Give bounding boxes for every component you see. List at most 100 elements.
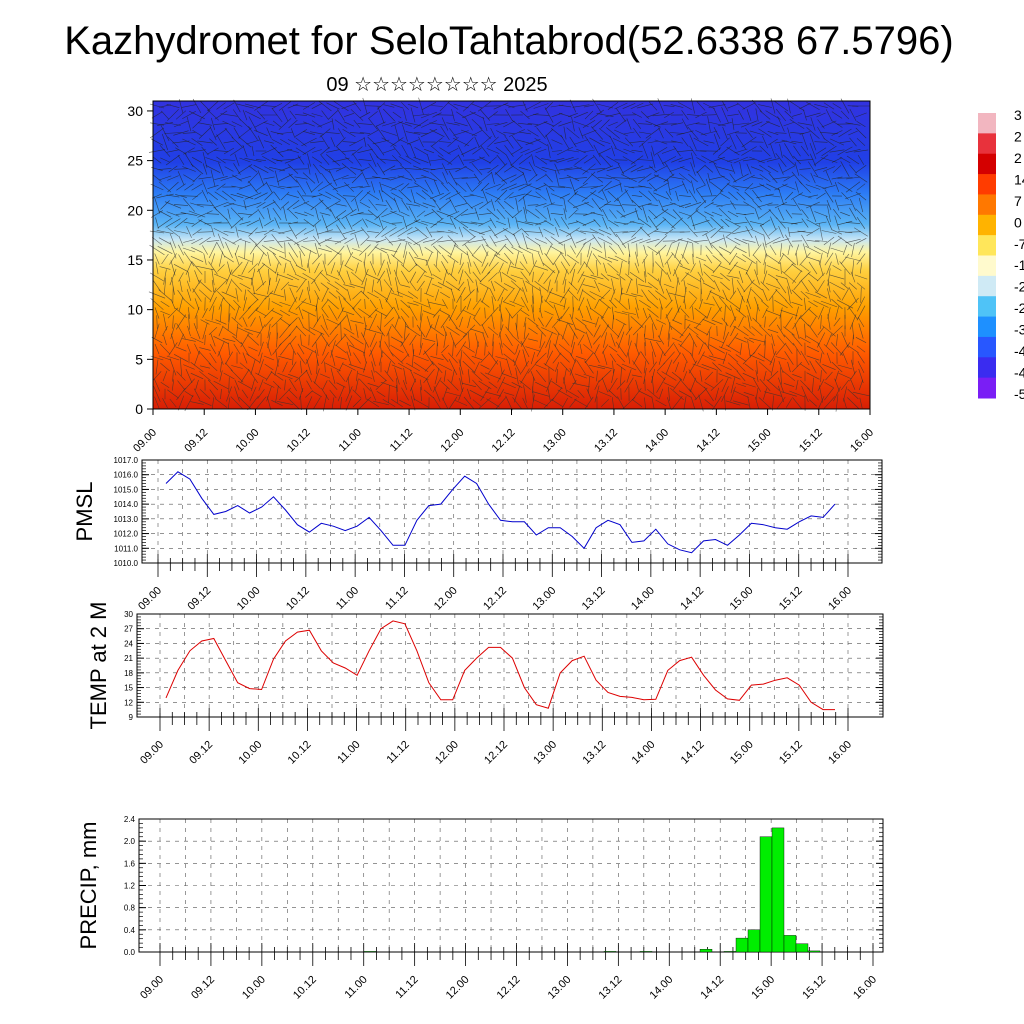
wind-barb [319,164,331,174]
wind-barb [785,344,793,354]
wind-barb [792,314,802,330]
wind-barb [607,219,619,227]
wind-barb [463,396,475,410]
wind-barb [743,326,755,336]
wind-barb [471,182,483,192]
chart-title: Kazhydromet for SeloTahtabrod(52.6338 67… [64,19,953,63]
wind-barb [703,271,715,283]
wind-barb [517,122,533,126]
wind-barb [601,377,609,393]
wind-barb [779,144,783,158]
wind-barb [504,200,514,210]
wind-barb [695,123,707,125]
wind-barb [775,342,787,356]
wind-barb [461,177,477,179]
wind-barb [355,378,359,392]
wind-barb [321,173,329,183]
wind-barb [440,380,450,390]
wind-barb [681,180,689,194]
wind-barb [783,334,795,346]
wind-barb [823,344,835,354]
wind-barb [335,333,347,347]
wind-barb [364,328,382,334]
wind-barb [859,379,863,391]
wind-barb [550,193,564,199]
wind-barb [288,173,298,183]
wind-barb [577,278,585,294]
wind-barb [467,331,471,349]
wind-barb [508,314,510,330]
wind-barb [649,361,657,373]
wind-barb [374,309,388,317]
wind-barb [356,370,358,382]
wind-barb [856,183,866,191]
wind-barb [855,112,867,118]
wind-barb [346,244,352,256]
wind-barb [454,121,468,127]
wind-barb [691,180,695,194]
wind-barb [738,316,744,328]
wind-barb [473,261,481,275]
wind-barb [724,395,726,411]
wind-barb [752,317,762,327]
wind-barb [762,135,768,149]
wind-barb [851,243,855,257]
wind-barb [373,290,389,300]
wind-barb [186,280,192,292]
wind-barb [619,287,623,303]
wind-barb [771,343,775,355]
wind-barb [560,261,570,275]
wind-barb [658,250,664,268]
wind-barb [369,333,377,347]
wind-barb [495,220,507,226]
wind-barb [289,378,297,392]
wind-barb [832,237,842,245]
wind-barb [242,317,248,327]
wind-barb [386,268,392,286]
wind-barb [224,166,234,172]
wind-barb [594,279,600,293]
wind-barb [671,252,683,266]
wind-barb [628,253,630,265]
wind-barb [775,132,787,134]
wind-barb [314,262,320,274]
wind-barb [578,288,584,302]
wind-barb [343,310,355,316]
wind-barb [210,333,216,347]
wind-barb [743,213,755,215]
wind-barb [563,298,567,310]
wind-barb [207,100,219,112]
wind-barb [288,389,298,399]
wind-barb [551,204,563,206]
wind-barb [801,134,809,150]
x-tick-label: 12.12 [482,739,510,767]
wind-barb [351,271,363,283]
x-tick-label: 10.12 [285,427,313,455]
wind-barb [552,352,562,364]
wind-barb [621,311,637,315]
x-tick-label: 13.00 [546,974,574,1002]
x-tick-label: 14.00 [647,974,675,1002]
wind-barb [289,361,297,373]
wind-barb [568,113,578,117]
wind-barb [731,118,735,130]
wind-barb [178,244,184,256]
wind-barb [586,298,592,310]
wind-barb [611,278,615,294]
wind-barb [851,260,855,276]
wind-barb [463,194,475,198]
wind-barb [209,287,217,303]
wind-barb [220,388,222,400]
wind-barb [651,323,655,339]
wind-barb [441,163,449,175]
wind-barb [379,280,383,292]
precip-bar [783,935,797,953]
wind-barb [252,292,270,298]
wind-barb [530,351,536,365]
wind-barb [194,350,200,366]
wind-barb [183,198,195,212]
wind-barb [207,109,219,121]
wind-barb [806,219,820,227]
wind-barb [350,167,364,171]
wind-barb [355,324,359,338]
